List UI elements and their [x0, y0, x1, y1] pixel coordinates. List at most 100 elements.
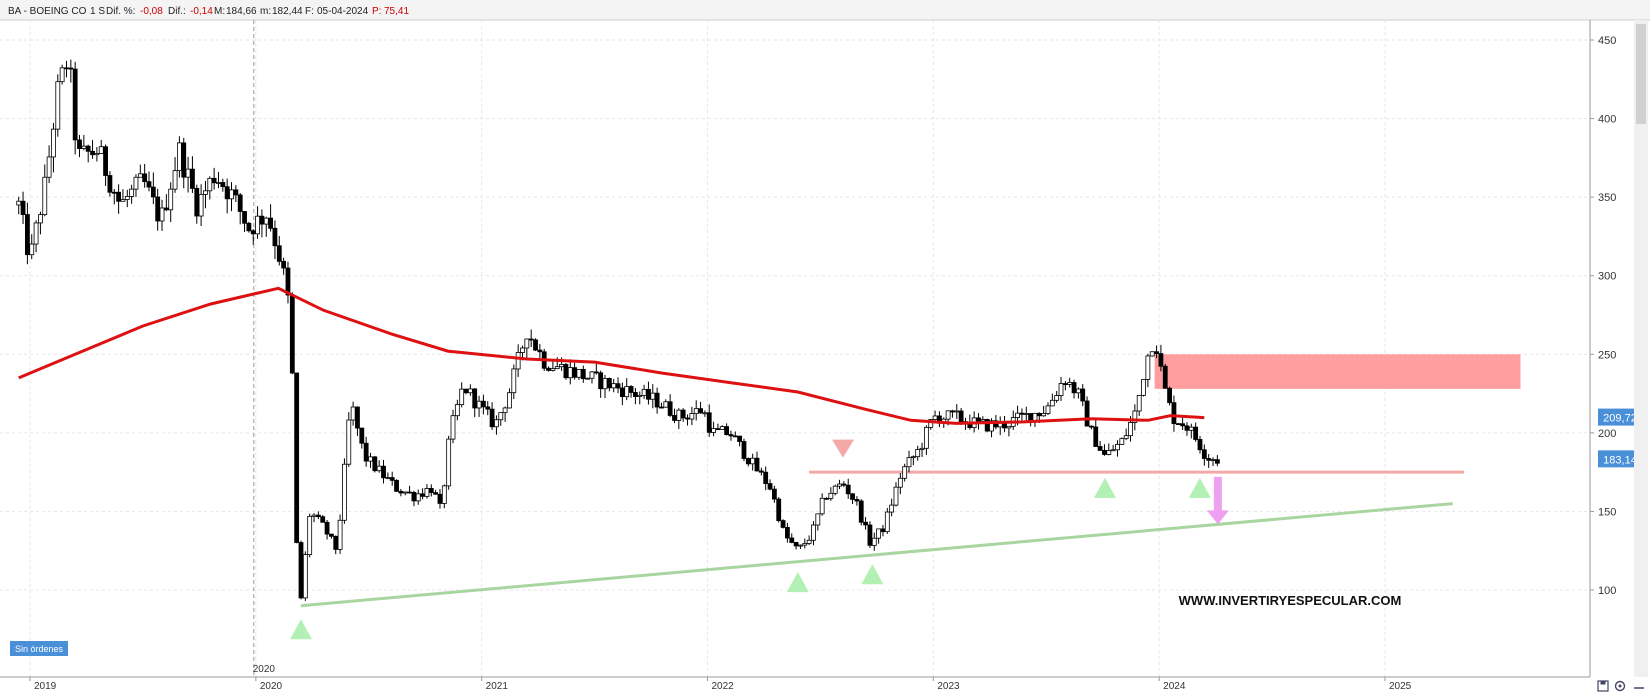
candle-body-down [845, 484, 851, 495]
candle-body-down [1093, 426, 1099, 447]
candle [1019, 408, 1025, 423]
x-tick-label: 2024 [1163, 681, 1186, 692]
y-axis: 100 150 200 250 300 350 400 450 [1589, 20, 1616, 677]
candle [598, 370, 604, 398]
candle [298, 540, 304, 600]
candle-body-down [246, 222, 252, 232]
orders-badge[interactable]: Sin órdenes [10, 641, 68, 656]
candle [368, 452, 373, 468]
candle-body-down [24, 214, 30, 256]
down-arrow-head [1206, 510, 1229, 525]
candle [1180, 415, 1186, 430]
candle [190, 156, 195, 194]
y-tick-label: 300 [1598, 271, 1616, 283]
candle [841, 481, 847, 488]
candle-body-down [211, 177, 217, 184]
candle-body-down [398, 490, 404, 494]
candle [650, 384, 656, 409]
y-tick-label: 100 [1598, 585, 1616, 597]
candle-body-up [798, 544, 803, 547]
y-tick-label: 400 [1598, 114, 1616, 126]
candle-body-up [33, 222, 39, 245]
candle [937, 411, 942, 428]
candle-body-down [111, 191, 117, 194]
candle [1206, 454, 1212, 468]
candle-body-down [628, 386, 634, 393]
candle-body-down [242, 211, 247, 224]
candle-body-up [923, 426, 929, 449]
up-triangle-marker [861, 564, 884, 585]
candle [90, 140, 95, 159]
candle-body-down [745, 458, 751, 465]
candle-body-up [1054, 395, 1060, 401]
candle-body-down [103, 146, 108, 176]
candle-body-up [159, 207, 165, 222]
candle [16, 196, 22, 215]
candle [672, 408, 677, 424]
candle-body-up [229, 189, 234, 200]
candle [124, 189, 130, 208]
candle [307, 513, 313, 558]
candle [424, 484, 430, 499]
candle [181, 137, 187, 189]
candle [203, 180, 208, 209]
candle-body-up [637, 394, 643, 397]
save-icon[interactable] [1597, 680, 1609, 692]
candle-body-up [550, 368, 556, 371]
candle [1171, 395, 1177, 432]
candle [537, 344, 543, 359]
scrollbar-thumb[interactable] [1636, 24, 1646, 124]
x-tick-label: 2021 [486, 681, 509, 692]
candle-body-up [1128, 422, 1133, 437]
candle [693, 400, 699, 421]
candle-body-up [1015, 412, 1020, 418]
candle-body-up [176, 142, 182, 172]
candle [567, 359, 573, 385]
candle [289, 292, 295, 375]
candle [220, 178, 226, 192]
candle-body-down [724, 426, 730, 436]
candle [428, 484, 434, 497]
candle-body-down [1180, 423, 1186, 427]
candle-body-up [450, 415, 456, 440]
candle [51, 122, 56, 173]
candle-body-down [767, 483, 773, 490]
candle-body-down [237, 194, 243, 212]
candle [1010, 410, 1016, 430]
candle [1075, 387, 1081, 399]
ma-value-text: 209,72 [1603, 413, 1637, 425]
candle-body-up [133, 176, 139, 190]
candle [615, 377, 621, 394]
candle [923, 425, 929, 455]
candle [897, 473, 903, 495]
candle-body-down [706, 412, 712, 433]
candle [116, 184, 121, 214]
vertical-scrollbar[interactable] [1634, 20, 1648, 677]
candle [1071, 379, 1077, 399]
candle-body-down [741, 441, 747, 459]
candle [1023, 406, 1029, 423]
candle [654, 387, 660, 414]
candle [1167, 386, 1172, 406]
candle-body-up [42, 176, 48, 216]
candle [602, 374, 608, 399]
candle [311, 513, 317, 523]
up-triangle-marker [786, 572, 809, 593]
candle [606, 377, 612, 392]
candle [20, 191, 26, 224]
settings-icon[interactable] [1614, 680, 1626, 692]
candle [420, 488, 426, 500]
candle-body-up [98, 146, 104, 154]
candle [919, 442, 925, 457]
watermark: WWW.INVERTIRYESPECULAR.COM [1179, 593, 1402, 608]
candle [1184, 422, 1190, 436]
candle-body-down [646, 388, 651, 400]
candle [798, 544, 803, 549]
candle [1115, 440, 1120, 457]
candle-body-down [958, 410, 964, 423]
candle [771, 485, 777, 503]
candle [884, 507, 890, 534]
annotation-back-layer [300, 354, 1521, 608]
candle-body-up [185, 168, 191, 178]
candle-body-down [142, 173, 148, 183]
